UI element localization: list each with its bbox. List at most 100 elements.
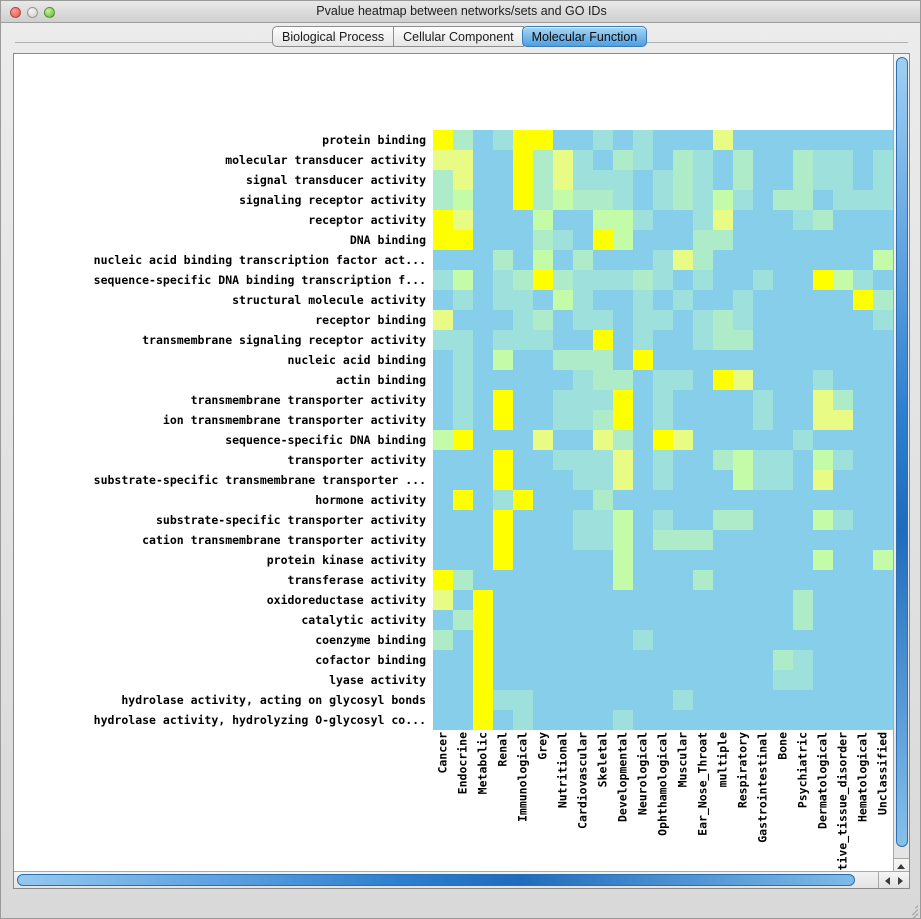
heatmap-cell[interactable] — [873, 470, 893, 490]
heatmap-cell[interactable] — [873, 510, 893, 530]
heatmap-cell[interactable] — [713, 490, 733, 510]
heatmap-cell[interactable] — [433, 250, 453, 270]
heatmap-cell[interactable] — [433, 690, 453, 710]
heatmap-cell[interactable] — [493, 450, 513, 470]
heatmap-cell[interactable] — [813, 610, 833, 630]
heatmap-cell[interactable] — [553, 270, 573, 290]
heatmap-cell[interactable] — [793, 170, 813, 190]
heatmap-cell[interactable] — [513, 530, 533, 550]
heatmap-cell[interactable] — [713, 310, 733, 330]
heatmap-cell[interactable] — [713, 150, 733, 170]
heatmap-cell[interactable] — [853, 690, 873, 710]
heatmap-cell[interactable] — [873, 650, 893, 670]
heatmap-cell[interactable] — [493, 250, 513, 270]
heatmap-cell[interactable] — [793, 430, 813, 450]
heatmap-cell[interactable] — [533, 490, 553, 510]
heatmap-cell[interactable] — [533, 590, 553, 610]
heatmap-cell[interactable] — [673, 130, 693, 150]
heatmap-cell[interactable] — [453, 570, 473, 590]
heatmap-cell[interactable] — [813, 350, 833, 370]
heatmap-cell[interactable] — [833, 370, 853, 390]
heatmap-cell[interactable] — [673, 610, 693, 630]
heatmap-cell[interactable] — [593, 510, 613, 530]
heatmap-cell[interactable] — [673, 170, 693, 190]
heatmap-cell[interactable] — [713, 290, 733, 310]
heatmap-cell[interactable] — [773, 290, 793, 310]
heatmap-cell[interactable] — [833, 470, 853, 490]
heatmap-cell[interactable] — [453, 290, 473, 310]
heatmap-cell[interactable] — [533, 510, 553, 530]
heatmap-cell[interactable] — [853, 170, 873, 190]
heatmap-cell[interactable] — [433, 450, 453, 470]
heatmap-cell[interactable] — [713, 550, 733, 570]
heatmap-cell[interactable] — [753, 170, 773, 190]
heatmap-cell[interactable] — [513, 690, 533, 710]
heatmap-cell[interactable] — [813, 130, 833, 150]
heatmap-cell[interactable] — [853, 290, 873, 310]
heatmap-cell[interactable] — [573, 390, 593, 410]
heatmap-cell[interactable] — [513, 650, 533, 670]
heatmap-cell[interactable] — [533, 310, 553, 330]
heatmap-cell[interactable] — [733, 310, 753, 330]
tab-molecular-function[interactable]: Molecular Function — [521, 26, 648, 47]
heatmap-cell[interactable] — [493, 370, 513, 390]
heatmap-cell[interactable] — [553, 550, 573, 570]
heatmap-cell[interactable] — [773, 450, 793, 470]
heatmap-cell[interactable] — [513, 470, 533, 490]
heatmap-cell[interactable] — [673, 470, 693, 490]
heatmap-cell[interactable] — [513, 330, 533, 350]
heatmap-cell[interactable] — [453, 710, 473, 730]
heatmap-cell[interactable] — [753, 710, 773, 730]
heatmap-cell[interactable] — [553, 190, 573, 210]
heatmap-cell[interactable] — [433, 550, 453, 570]
heatmap-cell[interactable] — [793, 710, 813, 730]
heatmap-cell[interactable] — [833, 510, 853, 530]
heatmap-cell[interactable] — [453, 690, 473, 710]
heatmap-cell[interactable] — [853, 490, 873, 510]
heatmap-cell[interactable] — [533, 710, 553, 730]
heatmap-cell[interactable] — [553, 610, 573, 630]
heatmap-cell[interactable] — [793, 390, 813, 410]
heatmap-cell[interactable] — [633, 590, 653, 610]
heatmap-cell[interactable] — [833, 330, 853, 350]
horizontal-scrollbar[interactable] — [14, 871, 894, 888]
heatmap-cell[interactable] — [873, 410, 893, 430]
heatmap-cell[interactable] — [793, 670, 813, 690]
heatmap-cell[interactable] — [453, 210, 473, 230]
heatmap-cell[interactable] — [473, 230, 493, 250]
heatmap-cell[interactable] — [713, 690, 733, 710]
heatmap-cell[interactable] — [533, 470, 553, 490]
heatmap-cell[interactable] — [493, 390, 513, 410]
heatmap-cell[interactable] — [733, 390, 753, 410]
heatmap-cell[interactable] — [573, 130, 593, 150]
heatmap-cell[interactable] — [793, 470, 813, 490]
heatmap-cell[interactable] — [713, 230, 733, 250]
heatmap-cell[interactable] — [553, 230, 573, 250]
heatmap-cell[interactable] — [713, 130, 733, 150]
heatmap-cell[interactable] — [873, 170, 893, 190]
heatmap-cell[interactable] — [473, 290, 493, 310]
heatmap-cell[interactable] — [513, 390, 533, 410]
heatmap-cell[interactable] — [673, 250, 693, 270]
heatmap-cell[interactable] — [493, 210, 513, 230]
heatmap-cell[interactable] — [473, 610, 493, 630]
heatmap-cell[interactable] — [673, 370, 693, 390]
heatmap-cell[interactable] — [433, 410, 453, 430]
heatmap-cell[interactable] — [693, 490, 713, 510]
heatmap-cell[interactable] — [793, 550, 813, 570]
heatmap-cell[interactable] — [573, 450, 593, 470]
heatmap-cell[interactable] — [473, 690, 493, 710]
heatmap-cell[interactable] — [713, 410, 733, 430]
heatmap-cell[interactable] — [513, 370, 533, 390]
heatmap-cell[interactable] — [753, 510, 773, 530]
heatmap-cell[interactable] — [633, 370, 653, 390]
heatmap-cell[interactable] — [693, 290, 713, 310]
heatmap-cell[interactable] — [433, 350, 453, 370]
heatmap-cell[interactable] — [613, 310, 633, 330]
heatmap-cell[interactable] — [493, 530, 513, 550]
heatmap-cell[interactable] — [573, 510, 593, 530]
heatmap-cell[interactable] — [713, 270, 733, 290]
heatmap-cell[interactable] — [493, 190, 513, 210]
heatmap-cell[interactable] — [813, 190, 833, 210]
heatmap-cell[interactable] — [473, 530, 493, 550]
